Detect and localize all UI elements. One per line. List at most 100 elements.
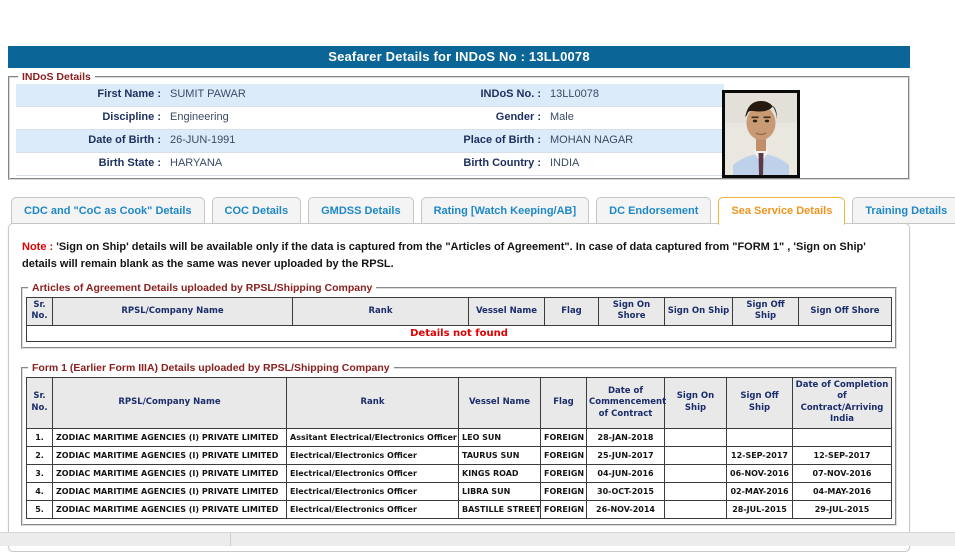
table-header-row: Sr. No. RPSL/Company Name Rank Vessel Na… — [26, 376, 892, 429]
tab-sea-service-details[interactable]: Sea Service Details — [718, 197, 846, 225]
birth-country-label: Birth Country : — [463, 157, 541, 169]
table-cell-sign-off-ship: 06-NOV-2016 — [726, 463, 793, 483]
table-cell-sign-on-ship — [664, 499, 727, 519]
tab-content-panel: Note : 'Sign on Ship' details will be av… — [8, 223, 910, 552]
table-cell-completion: 04-MAY-2016 — [792, 481, 892, 501]
table-cell-sign-on-ship — [664, 445, 727, 465]
table-cell-commencement: 04-JUN-2016 — [586, 463, 665, 483]
table-row: 1. ZODIAC MARITIME AGENCIES (I) PRIVATE … — [26, 427, 892, 447]
table-cell-flag: FOREIGN — [540, 481, 587, 501]
column-header: Date of Commencement of Contract — [586, 376, 666, 429]
table-cell-company: ZODIAC MARITIME AGENCIES (I) PRIVATE LIM… — [52, 481, 287, 501]
table-cell-commencement: 25-JUN-2017 — [586, 445, 665, 465]
table-cell-flag: FOREIGN — [540, 463, 587, 483]
table-cell-company: ZODIAC MARITIME AGENCIES (I) PRIVATE LIM… — [52, 463, 287, 483]
column-header: Rank — [292, 297, 469, 326]
indos-details-fieldset: INDoS Details First Name : SUMIT PAWAR I… — [8, 71, 910, 180]
table-cell-company: ZODIAC MARITIME AGENCIES (I) PRIVATE LIM… — [52, 445, 287, 465]
tab-bar: CDC and "CoC as Cook" Details COC Detail… — [11, 197, 955, 225]
tab-gmdss-details[interactable]: GMDSS Details — [308, 197, 414, 224]
table-cell-vessel: LIBRA SUN — [458, 481, 541, 501]
table-cell-sign-off-ship: 12-SEP-2017 — [726, 445, 793, 465]
table-cell-company: ZODIAC MARITIME AGENCIES (I) PRIVATE LIM… — [52, 427, 287, 447]
form1-table: Sr. No. RPSL/Company Name Rank Vessel Na… — [26, 376, 892, 519]
table-row: 3. ZODIAC MARITIME AGENCIES (I) PRIVATE … — [26, 463, 892, 483]
note: Note : 'Sign on Ship' details will be av… — [22, 239, 896, 272]
table-cell-commencement: 28-JAN-2018 — [586, 427, 665, 447]
tab-cdc-coc-as-cook-details[interactable]: CDC and "CoC as Cook" Details — [11, 197, 205, 224]
table-row: 4. ZODIAC MARITIME AGENCIES (I) PRIVATE … — [26, 481, 892, 501]
column-header: Sign Off Shore — [798, 297, 892, 326]
gender-value: Male — [550, 111, 574, 123]
column-header: Date of Completion of Contract/Arriving … — [792, 376, 892, 429]
column-header: Sign On Ship — [664, 297, 733, 326]
column-header: Sr. No. — [26, 297, 53, 326]
form1-fieldset: Form 1 (Earlier Form IIIA) Details uploa… — [21, 361, 897, 526]
date-of-birth-value: 26-JUN-1991 — [170, 134, 236, 146]
table-cell-rank: Electrical/Electronics Officer — [286, 463, 459, 483]
page-title-bar: Seafarer Details for INDoS No : 13LL0078 — [8, 46, 910, 68]
table-cell-sr: 3. — [26, 463, 53, 483]
column-header: Sign On Ship — [664, 376, 727, 429]
tab-rating-watch-keeping-ab[interactable]: Rating [Watch Keeping/AB] — [420, 197, 590, 224]
birth-state-value: HARYANA — [170, 157, 223, 169]
column-header: Sign Off Ship — [726, 376, 793, 429]
table-cell-sr: 1. — [26, 427, 53, 447]
table-cell-rank: Electrical/Electronics Officer — [286, 499, 459, 519]
first-name-value: SUMIT PAWAR — [170, 88, 246, 100]
field-row: Discipline : Engineering Gender : Male — [16, 107, 724, 130]
column-header: Flag — [540, 376, 587, 429]
column-header: Flag — [544, 297, 599, 326]
tab-training-details[interactable]: Training Details — [852, 197, 955, 224]
first-name-label: First Name : — [97, 88, 161, 100]
bottom-bar — [0, 532, 955, 546]
table-row: Details not found — [26, 324, 892, 342]
table-cell-company: ZODIAC MARITIME AGENCIES (I) PRIVATE LIM… — [52, 499, 287, 519]
birth-country-value: INDIA — [550, 157, 580, 169]
table-cell-commencement: 26-NOV-2014 — [586, 499, 665, 519]
column-header: Sr. No. — [26, 376, 53, 429]
column-header: Rank — [286, 376, 459, 429]
field-row: Date of Birth : 26-JUN-1991 Place of Bir… — [16, 130, 724, 153]
column-header: Vessel Name — [468, 297, 545, 326]
indos-details-legend: INDoS Details — [22, 71, 91, 83]
articles-of-agreement-legend: Articles of Agreement Details uploaded b… — [32, 282, 373, 294]
table-cell-sign-off-ship: 28-JUL-2015 — [726, 499, 793, 519]
details-not-found-message: Details not found — [26, 324, 892, 342]
table-cell-vessel: BASTILLE STREET — [458, 499, 541, 519]
column-header: RPSL/Company Name — [52, 297, 293, 326]
field-row: First Name : SUMIT PAWAR INDoS No. : 13L… — [16, 84, 724, 107]
indos-no-label: INDoS No. : — [480, 88, 542, 100]
table-cell-completion: 12-SEP-2017 — [792, 445, 892, 465]
table-cell-sr: 4. — [26, 481, 53, 501]
tab-coc-details[interactable]: COC Details — [211, 197, 302, 224]
table-row: 2. ZODIAC MARITIME AGENCIES (I) PRIVATE … — [26, 445, 892, 465]
discipline-value: Engineering — [170, 111, 229, 123]
table-cell-sign-on-ship — [664, 427, 727, 447]
column-header: Vessel Name — [458, 376, 541, 429]
table-cell-vessel: KINGS ROAD — [458, 463, 541, 483]
table-cell-completion: 29-JUL-2015 — [792, 499, 892, 519]
column-header: Sign On Shore — [598, 297, 665, 326]
place-of-birth-value: MOHAN NAGAR — [550, 134, 634, 146]
table-cell-sr: 5. — [26, 499, 53, 519]
table-cell-sr: 2. — [26, 445, 53, 465]
table-cell-vessel: LEO SUN — [458, 427, 541, 447]
seafarer-photo-illustration — [725, 93, 797, 175]
table-cell-sign-off-ship — [726, 427, 793, 447]
table-cell-sign-on-ship — [664, 463, 727, 483]
note-text: 'Sign on Ship' details will be available… — [22, 241, 866, 270]
table-cell-rank: Assitant Electrical/Electronics Officer — [286, 427, 459, 447]
table-cell-flag: FOREIGN — [540, 499, 587, 519]
articles-of-agreement-table: Sr. No. RPSL/Company Name Rank Vessel Na… — [26, 297, 892, 342]
page-title: Seafarer Details for INDoS No : 13LL0078 — [328, 49, 590, 64]
seafarer-photo — [722, 90, 800, 178]
table-cell-flag: FOREIGN — [540, 427, 587, 447]
table-cell-vessel: TAURUS SUN — [458, 445, 541, 465]
date-of-birth-label: Date of Birth : — [88, 134, 161, 146]
birth-state-label: Birth State : — [98, 157, 161, 169]
articles-of-agreement-fieldset: Articles of Agreement Details uploaded b… — [21, 282, 897, 349]
table-cell-completion — [792, 427, 892, 447]
table-cell-sign-off-ship: 02-MAY-2016 — [726, 481, 793, 501]
tab-dc-endorsement[interactable]: DC Endorsement — [596, 197, 712, 224]
